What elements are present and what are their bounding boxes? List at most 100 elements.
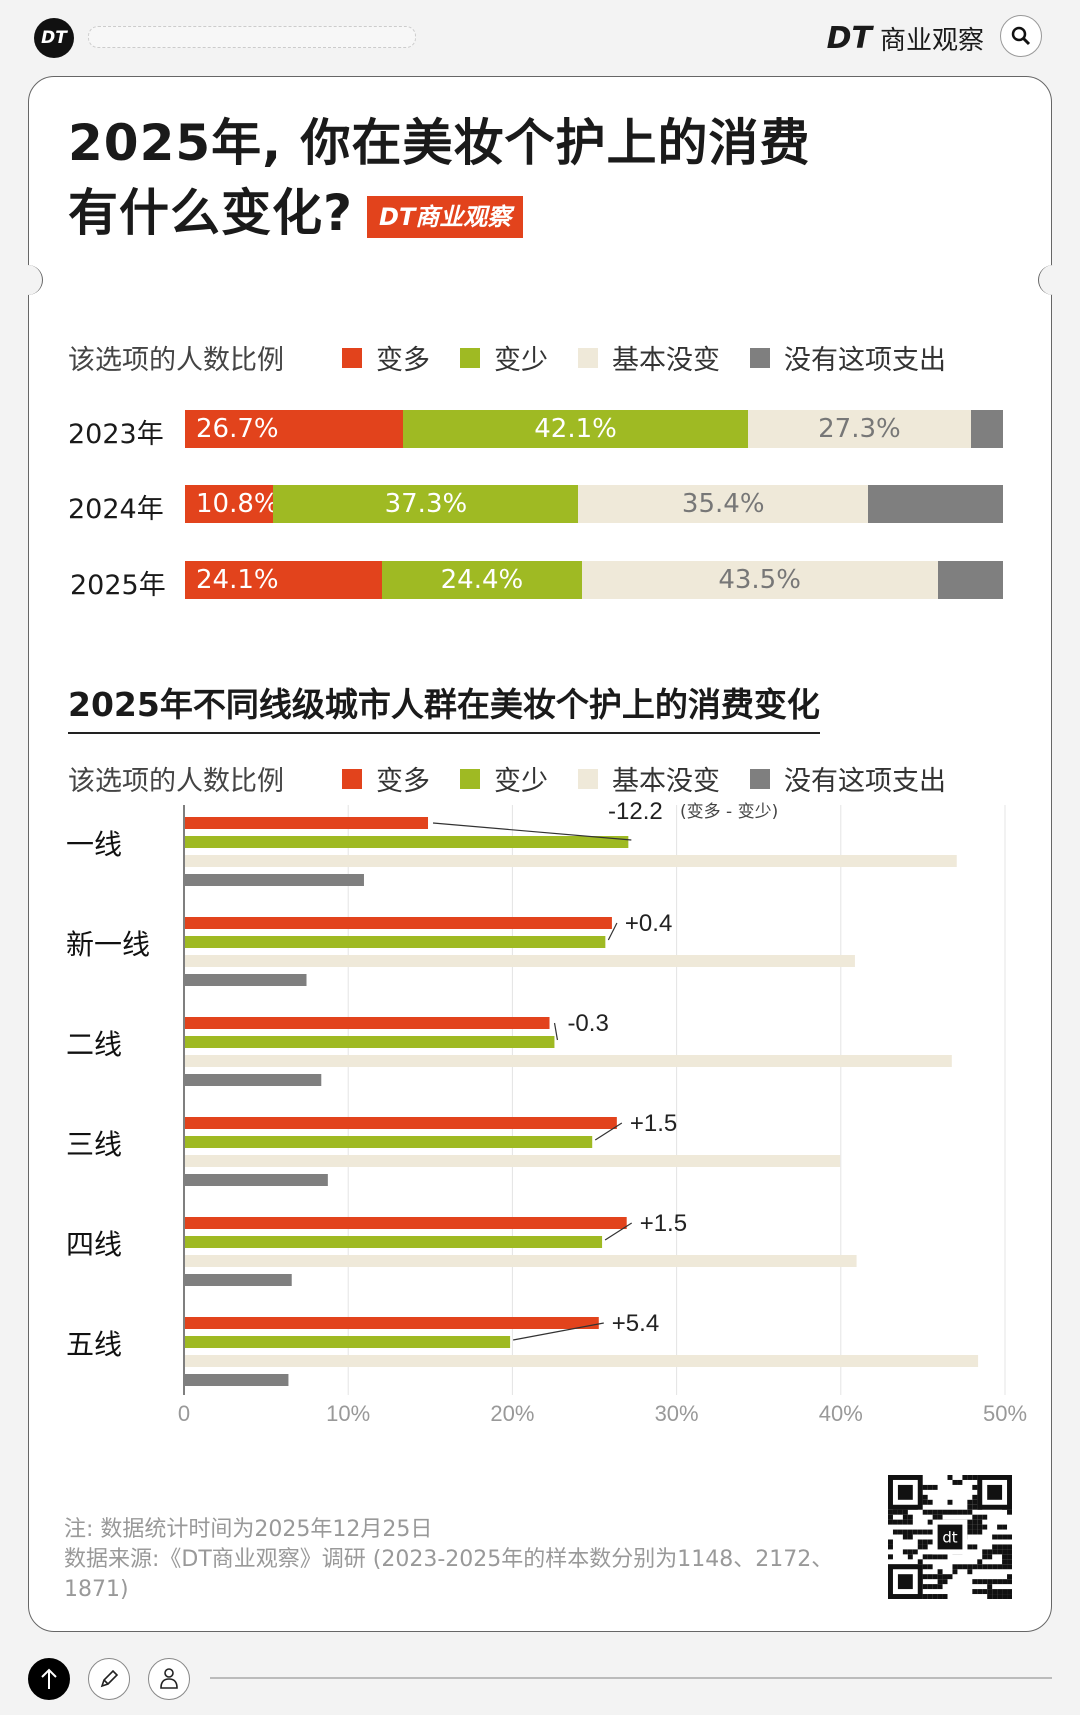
stacked-bar-row: 26.7% 42.1% 27.3% [185, 410, 1003, 448]
bar-segment-none [868, 485, 1003, 523]
legend-text: 变少 [494, 345, 548, 376]
legend-label: 该选项的人数比例 [68, 345, 284, 376]
bar-segment-more: 24.1% [185, 561, 383, 599]
brand-badge: DT商业观察 [367, 195, 524, 238]
category-label: 四线 [66, 1228, 122, 1261]
legend-text: 变多 [376, 766, 430, 797]
legend-item-same: 基本没变 [578, 338, 720, 377]
difference-annotation: +1.5 [640, 1210, 687, 1237]
user-icon [160, 1668, 178, 1689]
bar-same [185, 855, 957, 867]
legend-text: 基本没变 [612, 345, 720, 376]
search-bar[interactable] [88, 26, 416, 48]
bar-less [185, 1236, 603, 1248]
bar-none [185, 1374, 289, 1386]
category-label: 三线 [66, 1128, 122, 1161]
bar-more [185, 817, 429, 829]
bar-less [185, 1336, 511, 1348]
bar-segment-more: 26.7% [185, 410, 404, 448]
content-card [28, 76, 1052, 1632]
pencil-icon [100, 1669, 119, 1688]
bar-segment-same: 27.3% [747, 410, 972, 448]
annotation-arrow [607, 922, 618, 941]
bar-same [185, 955, 855, 967]
bar-same [185, 1155, 841, 1167]
bar-more [185, 1017, 550, 1029]
footnote: 注: 数据统计时间为2025年12月25日 数据来源:《DT商业观察》调研 (2… [64, 1515, 864, 1605]
source-text: 数据来源:《DT商业观察》调研 (2023-2025年的样本数分别为1148、2… [64, 1547, 834, 1602]
bar-same [185, 1055, 952, 1067]
bar-none [185, 874, 364, 886]
difference-annotation: +1.5 [630, 1110, 677, 1137]
qr-center-label: dt [942, 1528, 957, 1546]
x-tick-label: 40% [819, 1401, 863, 1426]
bar-segment-none [937, 561, 1003, 599]
card-notch-right [1038, 265, 1059, 295]
legend-item-more: 变多 [342, 338, 430, 377]
category-label: 二线 [66, 1028, 122, 1061]
brand-dt: DT [826, 21, 872, 56]
difference-annotation: -12.2 [608, 798, 663, 825]
annotation-arrow [604, 1222, 633, 1241]
bar-segment-same: 35.4% [578, 485, 869, 523]
logo[interactable]: DT [34, 18, 74, 58]
bar-less [185, 1136, 593, 1148]
bar-less [185, 1036, 555, 1048]
annotation-arrow [432, 822, 632, 841]
back-to-top-button[interactable] [28, 1658, 70, 1700]
bar-more [185, 1317, 599, 1329]
bar-more [185, 917, 612, 929]
x-tick-label: 20% [490, 1401, 534, 1426]
x-tick-label: 50% [983, 1401, 1027, 1426]
category-label: 一线 [66, 828, 122, 861]
legend-text: 变多 [376, 345, 430, 376]
annotation-arrow [513, 1322, 604, 1341]
legend-text: 基本没变 [612, 766, 720, 797]
bar-more [185, 1117, 617, 1129]
year-label: 2023年 [68, 419, 164, 450]
bar-segment-more: 10.8% [185, 485, 279, 523]
title-line-2: 有什么变化? [68, 184, 354, 242]
legend-label: 该选项的人数比例 [68, 766, 284, 797]
difference-annotation: -0.3 [567, 1010, 608, 1037]
difference-annotation: +0.4 [625, 910, 672, 937]
bar-more [185, 1217, 627, 1229]
bar-segment-less: 42.1% [403, 410, 748, 448]
legend-item-none: 没有这项支出 [750, 759, 946, 798]
brand-name: 商业观察 [879, 26, 984, 56]
legend-item-more: 变多 [342, 759, 430, 798]
bar-same [185, 1355, 979, 1367]
x-tick-label: 30% [655, 1401, 699, 1426]
edit-button[interactable] [88, 1658, 130, 1700]
bar-none [185, 1274, 292, 1286]
legend-top: 该选项的人数比例 变多 变少 基本没变 没有这项支出 [68, 338, 976, 377]
stacked-bar-row: 10.8% 37.3% 35.4% [185, 485, 1003, 523]
qr-code[interactable]: dt [888, 1475, 1012, 1599]
brand-logo: DT 商业观察 [827, 20, 984, 57]
divider [210, 1677, 1052, 1679]
bar-less [185, 836, 629, 848]
legend-item-less: 变少 [460, 759, 548, 798]
annotation-arrow [594, 1122, 623, 1141]
section-title: 2025年不同线级城市人群在美妆个护上的消费变化 [68, 678, 820, 734]
category-label: 五线 [66, 1328, 122, 1361]
legend-text: 变少 [494, 766, 548, 797]
profile-button[interactable] [148, 1658, 190, 1700]
stacked-bar-row: 24.1% 24.4% 43.5% [185, 561, 1003, 599]
year-label: 2025年 [70, 570, 166, 601]
x-tick-label: 0 [178, 1401, 190, 1426]
bar-none [185, 974, 307, 986]
legend-text: 没有这项支出 [784, 766, 946, 797]
city-tier-bar-chart: 0 10% 20% 30% 40% 50% 一线 -12.2 (变多 - 变少) 新一线 +0.4 二… [66, 798, 1027, 1426]
legend-item-less: 变少 [460, 338, 548, 377]
bar-less [185, 936, 606, 948]
legend-bottom: 该选项的人数比例 变多 变少 基本没变 没有这项支出 [68, 759, 976, 798]
legend-text: 没有这项支出 [784, 345, 946, 376]
arrow-up-icon [41, 1668, 57, 1689]
bar-none [185, 1074, 322, 1086]
x-tick-label: 10% [326, 1401, 370, 1426]
title-line-1: 2025年, 你在美妆个护上的消费 [68, 114, 811, 172]
legend-item-same: 基本没变 [578, 759, 720, 798]
bar-same [185, 1255, 857, 1267]
search-button[interactable] [1000, 15, 1042, 57]
